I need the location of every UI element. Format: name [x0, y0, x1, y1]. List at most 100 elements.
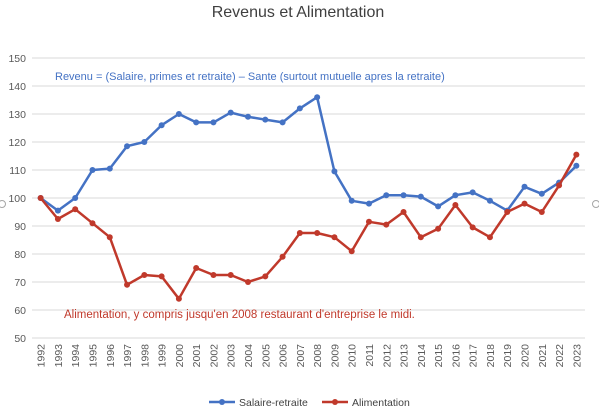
x-tick-label: 1996 — [105, 344, 117, 368]
data-point — [72, 206, 79, 213]
x-tick-label: 2011 — [364, 344, 376, 367]
y-tick-label: 70 — [14, 277, 26, 289]
x-tick-label: 1994 — [70, 344, 82, 368]
data-point — [54, 216, 61, 222]
x-tick-label: 2008 — [312, 344, 324, 368]
data-point — [314, 230, 321, 236]
x-tick-label: 2007 — [295, 344, 307, 368]
x-tick-label: 2014 — [416, 344, 428, 368]
data-point — [72, 195, 79, 201]
y-tick-label: 120 — [8, 137, 26, 149]
x-tick-label: 1993 — [53, 344, 65, 368]
series-salaire-retraite — [37, 94, 580, 214]
x-tick-label: 2005 — [260, 344, 272, 368]
x-tick-label: 1997 — [122, 344, 134, 368]
data-point — [210, 119, 217, 126]
data-point — [452, 192, 459, 199]
data-point — [314, 94, 321, 101]
legend-item: Salaire-retraite — [209, 397, 308, 409]
data-point — [383, 221, 390, 228]
x-tick-label: 2009 — [329, 344, 341, 368]
data-point — [469, 224, 476, 231]
x-tick-label: 1999 — [157, 344, 169, 368]
data-point — [89, 167, 96, 173]
x-tick-label: 2001 — [191, 344, 203, 368]
data-point — [37, 195, 44, 201]
data-point — [331, 234, 338, 241]
x-tick-label: 2020 — [520, 344, 532, 368]
data-point — [296, 105, 303, 112]
legend-marker — [219, 399, 225, 405]
data-point — [486, 234, 493, 241]
data-point — [331, 168, 338, 175]
y-tick-label: 80 — [14, 249, 26, 261]
x-tick-label: 2022 — [554, 344, 566, 368]
resize-handle-left[interactable] — [0, 200, 6, 208]
x-tick-label: 2002 — [208, 344, 220, 368]
data-point — [365, 218, 372, 225]
data-point — [573, 162, 580, 169]
data-point — [504, 209, 511, 215]
y-tick-label: 100 — [8, 193, 26, 205]
x-tick-label: 2015 — [433, 344, 445, 368]
y-tick-label: 50 — [14, 333, 26, 345]
x-tick-label: 2019 — [502, 344, 514, 368]
x-tick-label: 2012 — [381, 344, 393, 368]
data-point — [106, 234, 113, 241]
data-point — [521, 183, 528, 190]
annotation-revenu: Revenu = (Salaire, primes et retraite) –… — [55, 71, 445, 83]
data-point — [486, 197, 493, 204]
legend: Salaire-retraite Alimentation — [209, 397, 410, 409]
data-point — [175, 111, 182, 117]
data-point — [106, 165, 113, 172]
data-point — [124, 281, 131, 288]
legend-label: Alimentation — [352, 397, 410, 409]
chart-title: Revenus et Alimentation — [212, 4, 385, 21]
resize-handle-right[interactable] — [592, 200, 599, 208]
x-tick-label: 2004 — [243, 344, 255, 368]
data-point — [400, 209, 407, 215]
data-point — [141, 272, 148, 278]
data-point — [383, 192, 390, 199]
data-point — [158, 122, 165, 129]
data-point — [227, 109, 234, 116]
series-alimentation — [37, 151, 580, 302]
data-point — [573, 151, 580, 158]
y-axis-ticks: 50 60 70 80 90 100 110 120 130 140 150 — [8, 53, 26, 345]
x-tick-label: 1998 — [139, 344, 151, 368]
data-point — [54, 207, 61, 214]
data-point — [348, 248, 355, 255]
data-point — [245, 113, 252, 120]
data-point — [348, 197, 355, 204]
data-point — [262, 116, 269, 123]
x-tick-label: 2018 — [485, 344, 497, 368]
y-tick-label: 140 — [8, 81, 26, 93]
legend-item: Alimentation — [322, 397, 410, 409]
legend-label: Salaire-retraite — [239, 397, 308, 409]
data-point — [262, 273, 269, 280]
data-point — [469, 189, 476, 196]
x-tick-label: 2021 — [537, 344, 549, 368]
data-point — [175, 295, 182, 302]
data-point — [124, 143, 131, 150]
data-point — [279, 119, 286, 126]
data-point — [296, 230, 303, 236]
x-tick-label: 1995 — [87, 344, 99, 368]
data-point — [538, 190, 545, 197]
x-tick-label: 2000 — [174, 344, 186, 368]
data-point — [89, 220, 96, 227]
annotation-alimentation: Alimentation, y compris jusqu'en 2008 re… — [64, 309, 415, 321]
data-point — [521, 200, 528, 207]
data-point — [227, 272, 234, 278]
grid-lines — [32, 57, 585, 339]
y-tick-label: 130 — [8, 109, 26, 121]
x-axis-ticks: 1992 1993 1994 1995 1996 1997 1998 1999 2000 2001… — [36, 344, 584, 368]
series-lines — [37, 94, 580, 302]
data-point — [279, 253, 286, 260]
data-point — [210, 272, 217, 278]
series-line — [39, 153, 578, 301]
data-point — [245, 279, 252, 285]
x-tick-label: 2003 — [226, 344, 238, 368]
